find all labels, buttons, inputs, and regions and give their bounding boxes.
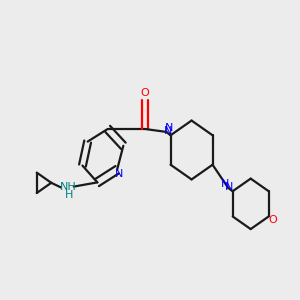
Text: N: N [225,182,233,192]
Text: O: O [140,88,149,98]
Text: O: O [268,215,277,225]
Text: N: N [115,169,123,179]
Text: N: N [164,126,172,136]
Text: NH: NH [60,182,77,192]
Text: N: N [221,179,230,189]
Text: N: N [165,123,173,133]
Text: H: H [65,190,74,200]
